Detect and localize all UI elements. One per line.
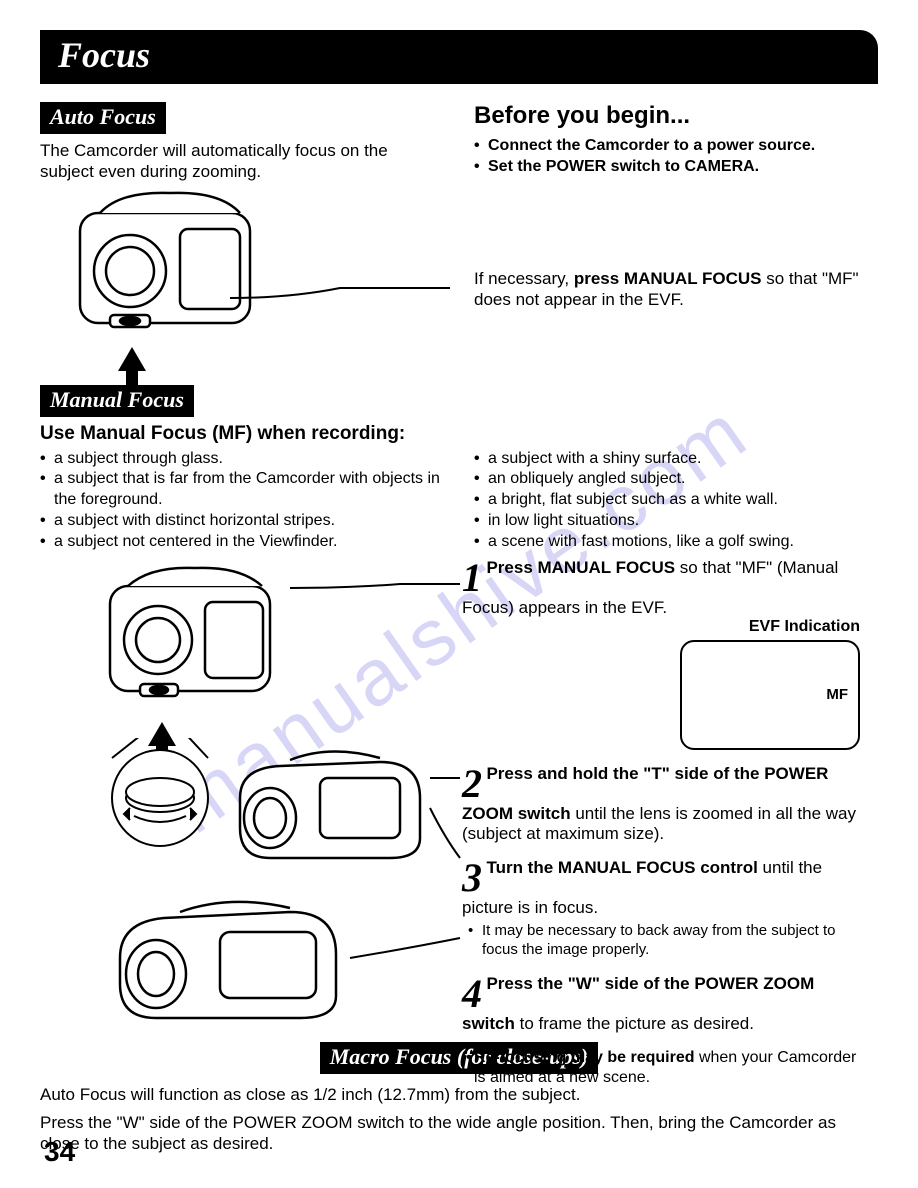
refocus-bold: Re-focusing may be required xyxy=(474,1049,695,1066)
step-1: 1 Press MANUAL FOCUS so that "MF" (Manua… xyxy=(460,558,860,750)
manualfocus-intro: Use Manual Focus (MF) when recording: xyxy=(40,423,878,445)
page-title: Focus xyxy=(40,30,878,84)
step-number: 3 xyxy=(462,858,482,898)
step-3-sub: It may be necessary to back away from th… xyxy=(462,922,860,960)
evf-box: MF xyxy=(680,640,860,750)
camcorder-front-illustration xyxy=(40,183,280,353)
autofocus-label: Auto Focus xyxy=(40,102,166,134)
refocus-note: Re-focusing may be required when your Ca… xyxy=(460,1048,860,1088)
before-heading: Before you begin... xyxy=(474,102,878,130)
mf-when-item: a bright, flat subject such as a white w… xyxy=(474,490,878,511)
mf-when-item: a subject that is far from the Camcorder… xyxy=(40,469,444,511)
focus-wheel-detail xyxy=(90,738,230,858)
leader-line xyxy=(230,278,460,318)
mf-note: If necessary, press MANUAL FOCUS so that… xyxy=(474,268,878,311)
mf-when-item: a subject with distinct horizontal strip… xyxy=(40,511,444,532)
step-number: 4 xyxy=(462,974,482,1014)
mf-note-bold: press MANUAL FOCUS xyxy=(574,269,762,288)
manualfocus-label: Manual Focus xyxy=(40,385,194,417)
step-number: 2 xyxy=(462,764,482,804)
step-1-bold: Press MANUAL FOCUS xyxy=(486,558,675,577)
before-item: Connect the Camcorder to a power source. xyxy=(474,136,878,157)
step-3-bold: Turn the MANUAL FOCUS control xyxy=(486,858,757,877)
mf-when-item: an obliquely angled subject. xyxy=(474,469,878,490)
step-4-rest: to frame the picture as desired. xyxy=(515,1014,754,1033)
step-2: 2 Press and hold the "T" side of the POW… xyxy=(460,764,860,844)
autofocus-text: The Camcorder will automatically focus o… xyxy=(40,140,444,183)
evf-mf-indicator: MF xyxy=(826,686,848,703)
mf-when-item: a subject with a shiny surface. xyxy=(474,449,878,470)
step-number: 1 xyxy=(462,558,482,598)
evf-caption: EVF Indication xyxy=(462,618,860,636)
macro-line2: Press the "W" side of the POWER ZOOM swi… xyxy=(40,1112,878,1155)
step-3: 3 Turn the MANUAL FOCUS control until th… xyxy=(460,858,860,960)
top-columns: Auto Focus The Camcorder will automatica… xyxy=(40,102,878,371)
page-number: 34 xyxy=(44,1136,75,1168)
mf-when-item: a subject through glass. xyxy=(40,449,444,470)
mf-when-item: a subject not centered in the Viewfinder… xyxy=(40,532,444,553)
mf-when-item: a scene with fast motions, like a golf s… xyxy=(474,532,878,553)
step-leader-lines xyxy=(290,578,470,1018)
mf-when-item: in low light situations. xyxy=(474,511,878,532)
before-item: Set the POWER switch to CAMERA. xyxy=(474,157,878,178)
arrow-up-icon xyxy=(118,347,146,371)
step-4: 4 Press the "W" side of the POWER ZOOM s… xyxy=(460,974,860,1034)
camcorder-front-illustration-2 xyxy=(80,558,300,728)
mf-note-pre: If necessary, xyxy=(474,269,574,288)
